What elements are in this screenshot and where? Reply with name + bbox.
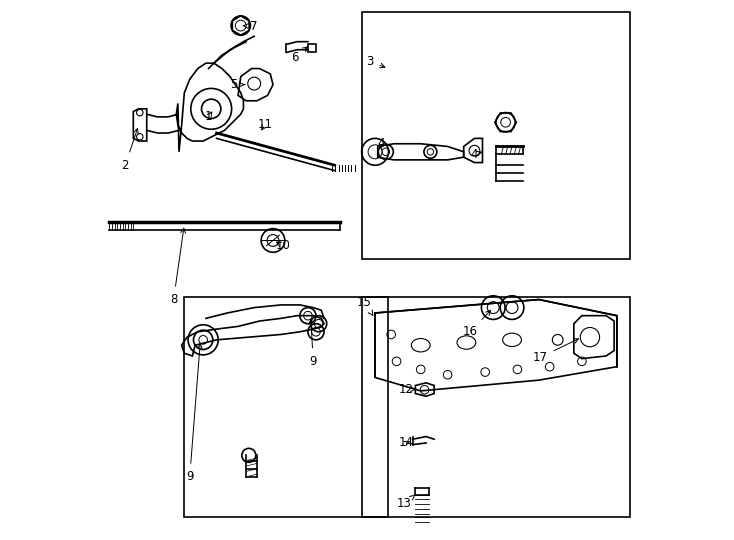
Text: 11: 11	[258, 118, 272, 131]
Text: 15: 15	[356, 296, 373, 315]
Text: 9: 9	[186, 343, 202, 483]
Text: 10: 10	[275, 239, 290, 252]
Text: 1: 1	[205, 110, 212, 124]
Text: 17: 17	[532, 339, 578, 364]
Text: 8: 8	[170, 228, 186, 306]
Bar	[362, 12, 631, 259]
Text: 12: 12	[398, 383, 416, 396]
Text: 5: 5	[230, 78, 245, 91]
Text: 16: 16	[462, 310, 490, 338]
Text: 13: 13	[397, 495, 415, 510]
Text: 6: 6	[291, 47, 308, 64]
Bar	[184, 297, 388, 517]
Bar	[308, 44, 316, 52]
Bar	[362, 297, 631, 517]
Text: 14: 14	[399, 436, 414, 449]
Text: 7: 7	[243, 20, 258, 33]
Text: 4: 4	[470, 148, 482, 161]
Text: 9: 9	[309, 320, 317, 368]
Text: 2: 2	[122, 129, 138, 172]
Text: 4: 4	[378, 137, 385, 150]
Text: 3: 3	[366, 55, 385, 68]
